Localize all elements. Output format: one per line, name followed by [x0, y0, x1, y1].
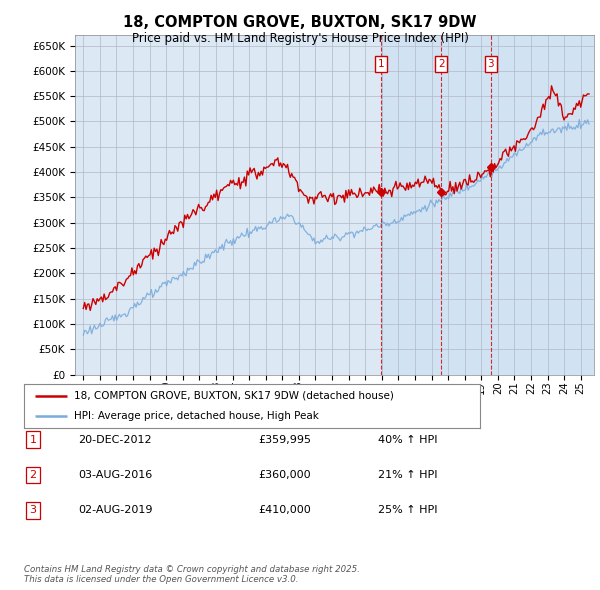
Text: £359,995: £359,995	[258, 435, 311, 444]
Text: 3: 3	[488, 59, 494, 69]
Text: £360,000: £360,000	[258, 470, 311, 480]
Bar	[381, 35, 600, 375]
Text: Price paid vs. HM Land Registry's House Price Index (HPI): Price paid vs. HM Land Registry's House …	[131, 32, 469, 45]
Text: 18, COMPTON GROVE, BUXTON, SK17 9DW (detached house): 18, COMPTON GROVE, BUXTON, SK17 9DW (det…	[74, 391, 394, 401]
Text: 40% ↑ HPI: 40% ↑ HPI	[378, 435, 437, 444]
Text: 2: 2	[29, 470, 37, 480]
Text: Contains HM Land Registry data © Crown copyright and database right 2025.
This d: Contains HM Land Registry data © Crown c…	[24, 565, 360, 584]
Text: 20-DEC-2012: 20-DEC-2012	[78, 435, 152, 444]
Text: 02-AUG-2019: 02-AUG-2019	[78, 506, 152, 515]
Text: 25% ↑ HPI: 25% ↑ HPI	[378, 506, 437, 515]
Text: 21% ↑ HPI: 21% ↑ HPI	[378, 470, 437, 480]
Text: 3: 3	[29, 506, 37, 515]
Text: HPI: Average price, detached house, High Peak: HPI: Average price, detached house, High…	[74, 411, 319, 421]
Text: 1: 1	[378, 59, 385, 69]
Text: £410,000: £410,000	[258, 506, 311, 515]
Text: 03-AUG-2016: 03-AUG-2016	[78, 470, 152, 480]
Text: 2: 2	[438, 59, 445, 69]
Text: 1: 1	[29, 435, 37, 444]
Text: 18, COMPTON GROVE, BUXTON, SK17 9DW: 18, COMPTON GROVE, BUXTON, SK17 9DW	[123, 15, 477, 30]
